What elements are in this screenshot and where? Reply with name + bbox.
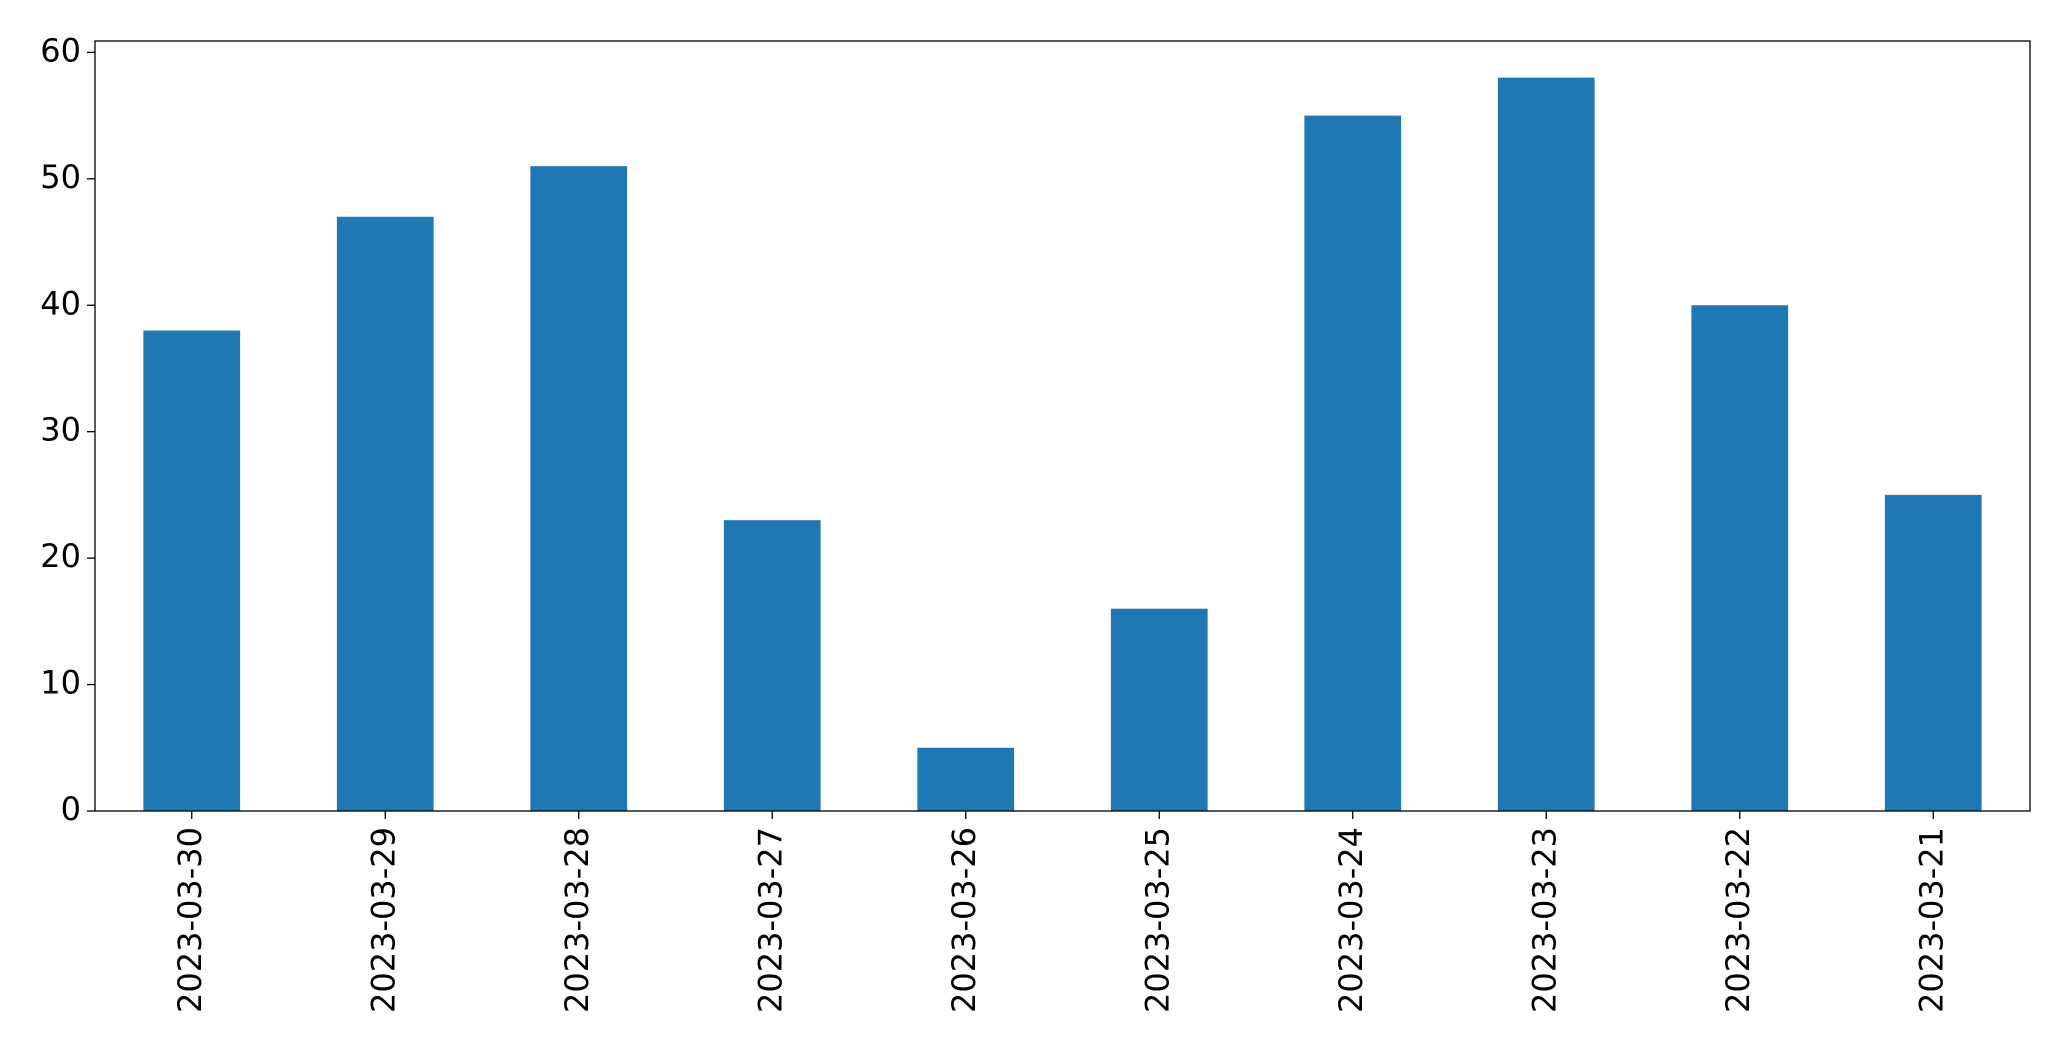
x-tick-label: 2023-03-27 — [751, 827, 789, 1013]
y-tick-label: 20 — [40, 537, 81, 575]
y-tick-label: 40 — [40, 284, 81, 322]
y-tick-label: 30 — [40, 411, 81, 449]
x-tick-label: 2023-03-30 — [171, 827, 209, 1013]
bar — [336, 216, 434, 811]
x-tick-label: 2023-03-23 — [1525, 827, 1563, 1013]
y-tick-label: 10 — [40, 664, 81, 702]
plot-frame — [94, 40, 2031, 812]
y-tick-label: 60 — [40, 31, 81, 69]
bar — [1497, 77, 1595, 811]
bar — [1884, 494, 1982, 811]
x-tick-label: 2023-03-24 — [1332, 827, 1370, 1013]
x-tick-label: 2023-03-28 — [558, 827, 596, 1013]
bar — [723, 520, 821, 811]
y-tick-label: 0 — [61, 790, 81, 828]
bar — [1304, 115, 1402, 811]
x-tick-label: 2023-03-21 — [1912, 827, 1950, 1013]
x-tick-label: 2023-03-22 — [1719, 827, 1757, 1013]
x-tick-label: 2023-03-29 — [364, 827, 402, 1013]
bar — [1691, 305, 1789, 811]
y-tick-label: 50 — [40, 158, 81, 196]
bar — [143, 330, 241, 811]
x-tick-label: 2023-03-25 — [1138, 827, 1176, 1013]
bar — [530, 166, 628, 811]
x-tick-label: 2023-03-26 — [945, 827, 983, 1013]
bar — [917, 747, 1015, 811]
bar — [1110, 608, 1208, 811]
